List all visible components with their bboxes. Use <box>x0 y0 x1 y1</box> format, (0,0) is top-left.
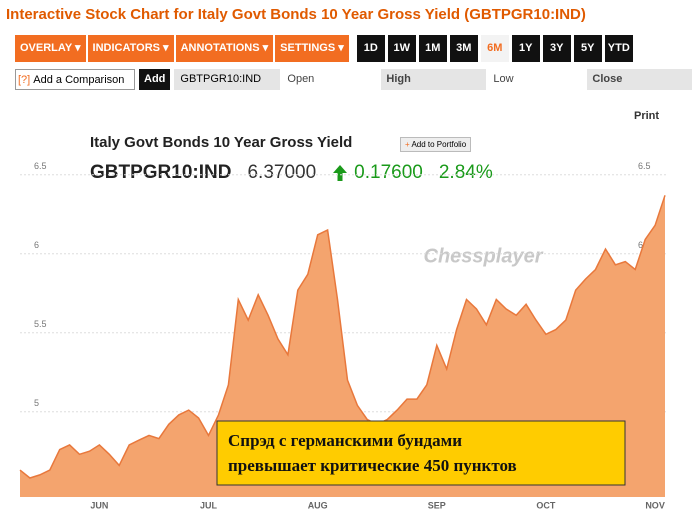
quote-price: 6.37000 <box>247 162 317 183</box>
watermark: Chessplayer <box>424 245 544 267</box>
y-tick-label: 6 <box>34 240 39 250</box>
quote-line: GBTPGR10:IND 6.37000 0.17600 2.84% <box>90 162 493 184</box>
portfolio-button[interactable]: + Add to Portfolio <box>400 137 472 152</box>
annotation-text: превышает критические 450 пунктов <box>228 456 517 475</box>
x-tick-label: NOV <box>645 500 665 510</box>
y-tick-label: 5.5 <box>34 319 47 329</box>
page-title: Interactive Stock Chart for Italy Govt B… <box>6 6 586 23</box>
x-tick-label: SEP <box>428 500 446 510</box>
ticker-field: GBTPGR10:IND <box>174 69 281 90</box>
quote-change-pct: 2.84% <box>438 162 493 183</box>
quote-change: 0.17600 <box>354 162 423 183</box>
quote-name: Italy Govt Bonds 10 Year Gross Yield <box>90 134 353 151</box>
range-button[interactable]: 3M <box>449 35 478 62</box>
quote-ticker: GBTPGR10:IND <box>90 162 232 183</box>
field: Close <box>587 69 692 90</box>
range-button[interactable]: 1D <box>356 35 385 62</box>
field: High <box>381 69 487 90</box>
range-button[interactable]: 1M <box>418 35 447 62</box>
range-button[interactable]: 5Y <box>573 35 602 62</box>
menu-button[interactable]: INDICATORS ▾ <box>87 35 174 62</box>
help: [?] <box>18 73 31 86</box>
x-tick-label: JUL <box>200 500 218 510</box>
print[interactable]: Print <box>634 110 660 122</box>
range-button[interactable]: 1Y <box>511 35 540 62</box>
line <box>19 195 666 479</box>
x-tick-label: OCT <box>536 500 556 510</box>
y-tick-label: 5 <box>34 398 39 408</box>
up-arrow <box>333 165 348 181</box>
quote-change-wrap: 0.17600 <box>332 162 423 184</box>
portfolio-label: Add to Portfolio <box>411 140 467 149</box>
annotation-box <box>216 420 626 486</box>
comparison-input[interactable]: [?] Add a Comparison <box>15 69 135 90</box>
menu-button[interactable]: SETTINGS ▾ <box>275 35 349 62</box>
fields: Open High Low Close <box>280 69 692 90</box>
placeholder: Add a Comparison <box>33 73 125 86</box>
field: Open <box>287 73 315 85</box>
comparison-row: [?] Add a Comparison Add GBTPGR10:IND Op… <box>15 69 692 90</box>
annotation-text: Спрэд с германскими бундами <box>228 431 462 450</box>
add-button[interactable]: Add <box>139 69 171 90</box>
menu-button[interactable]: OVERLAY ▾ <box>15 35 86 62</box>
y-tick-label-right: 6 <box>638 240 643 250</box>
y-tick-label-right: 6.5 <box>638 161 651 171</box>
y-tick-label: 6.5 <box>34 161 47 171</box>
range-button[interactable]: 3Y <box>542 35 571 62</box>
x-tick-label: JUN <box>90 500 108 510</box>
x-tick-label: AUG <box>308 500 328 510</box>
toolbar: OVERLAY ▾ INDICATORS ▾ ANNOTATIONS ▾ SETTIN… <box>15 35 633 62</box>
range-button[interactable]: 1W <box>387 35 416 62</box>
menu-button[interactable]: ANNOTATIONS ▾ <box>175 35 274 62</box>
range-button[interactable]: YTD <box>604 35 633 62</box>
range-button[interactable]: 6M <box>480 35 509 62</box>
field: Low <box>493 73 514 85</box>
